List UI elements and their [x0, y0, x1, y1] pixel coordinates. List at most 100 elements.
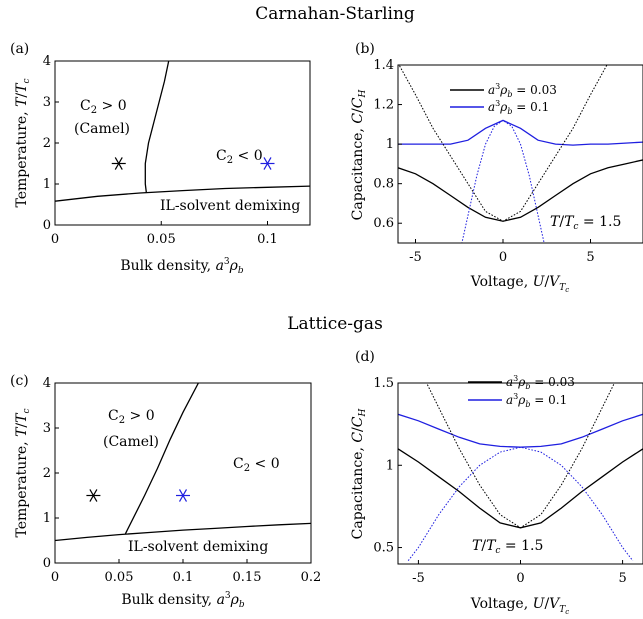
y-axis-label-a: Temperature, T/Tc [14, 78, 32, 207]
x-tick-label-c-3: 0.15 [233, 570, 262, 585]
section-title-carnahan-starling: Carnahan-Starling [255, 4, 415, 24]
panel-label-d: (d) [355, 349, 375, 365]
x-axis-label-b: Voltage, U/VTc [470, 274, 570, 294]
marker-layer-c [86, 489, 190, 502]
series-line-b-2 [398, 65, 608, 222]
x-tick-label-a-2: 0.1 [257, 232, 278, 247]
y-tick-label-c-2: 2 [43, 466, 51, 481]
plot-area-d: T/Tc = 1.5 a3ρb = 0.03 a3ρb = 0.1 [398, 374, 643, 562]
marker-layer-a [111, 157, 275, 170]
series-layer-a [55, 61, 310, 202]
y-axis-label-b: Capacitance, C/CH [350, 90, 368, 221]
series-line-c-0 [55, 522, 311, 542]
annotations-c: C2 > 0 (Camel) C2 < 0 IL-solvent demixin… [103, 408, 280, 555]
y-ticks-c: 0 1 2 3 4 [43, 376, 59, 571]
x-tick-label-c-4: 0.2 [301, 570, 322, 585]
legend-label-b-0: a3ρb = 0.03 [488, 82, 557, 99]
y-tick-label-b-3: 1.2 [373, 98, 394, 113]
legend-b: a3ρb = 0.03 a3ρb = 0.1 [450, 82, 557, 116]
y-tick-label-c-1: 1 [43, 511, 51, 526]
x-axis-label-c: Bulk density, a3ρb [121, 591, 245, 610]
y-ticks-b: 0.6 0.8 1 1.2 1.4 [373, 58, 402, 231]
panel-c: (c) C2 > 0 (Camel) C2 < 0 IL-solvent dem… [10, 373, 321, 610]
x-tick-label-d-0: -5 [412, 571, 425, 586]
y-tick-label-a-3: 3 [43, 95, 51, 110]
x-tick-label-d-2: 5 [618, 571, 626, 586]
panel-label-a: (a) [10, 41, 29, 57]
series-line-c-1 [124, 383, 199, 535]
series-line-d-1 [398, 413, 643, 448]
legend-d: a3ρb = 0.03 a3ρb = 0.1 [468, 374, 575, 409]
annotation-temperature-b: T/Tc = 1.5 [550, 214, 621, 232]
series-line-a-0 [55, 185, 310, 202]
y-ticks-d: 0.5 1 1.5 [373, 376, 402, 556]
y-tick-label-a-4: 4 [43, 54, 51, 69]
annotation-c2-positive-c: C2 > 0 [108, 408, 155, 426]
plot-area-b: T/Tc = 1.5 a3ρb = 0.03 a3ρb = 0.1 [398, 65, 643, 243]
y-tick-label-a-1: 1 [43, 177, 51, 192]
series-line-b-1 [398, 119, 643, 146]
y-tick-label-d-2: 1.5 [373, 376, 394, 391]
annotation-demixing-a: IL-solvent demixing [160, 198, 300, 214]
panel-label-c: (c) [10, 373, 29, 389]
x-tick-label-c-2: 0.1 [173, 570, 194, 585]
axes-frame-c [54, 382, 312, 564]
annotation-c2-negative-c: C2 < 0 [233, 456, 280, 474]
x-tick-label-b-0: -5 [409, 250, 422, 265]
x-tick-label-b-1: 0 [499, 250, 507, 265]
y-ticks-a: 0 1 2 3 4 [43, 54, 59, 233]
series-line-d-2 [426, 383, 615, 529]
panel-label-b: (b) [355, 41, 375, 57]
annotation-camel-c: (Camel) [103, 434, 159, 450]
series-layer-b [398, 65, 643, 243]
asterisk-marker-c-0 [86, 489, 101, 502]
x-tick-label-c-0: 0 [51, 570, 59, 585]
series-line-d-3 [407, 446, 634, 562]
legend-label-d-0: a3ρb = 0.03 [506, 374, 575, 391]
y-axis-label-c: Temperature, T/Tc [14, 408, 32, 537]
panel-b: (b) T/Tc = 1.5 a3ρb = 0.03 a3ρb = 0.1 -5… [350, 41, 643, 294]
y-tick-label-b-1: 0.8 [373, 177, 394, 192]
asterisk-marker-a-0 [111, 157, 126, 170]
annotation-c2-negative-a: C2 < 0 [216, 148, 263, 166]
series-layer-c [55, 383, 311, 542]
annotation-camel-a: (Camel) [74, 121, 130, 137]
x-axis-label-d: Voltage, U/VTc [470, 596, 570, 616]
y-tick-label-c-3: 3 [43, 421, 51, 436]
series-line-b-3 [461, 119, 545, 243]
x-axis-label-a: Bulk density, a3ρb [120, 257, 244, 276]
y-tick-label-d-1: 1 [386, 458, 394, 473]
x-tick-label-a-0: 0 [51, 232, 59, 247]
y-tick-label-b-2: 1 [386, 137, 394, 152]
x-ticks-a: 0 0.05 0.1 [51, 221, 278, 247]
x-ticks-c: 0 0.05 0.1 0.15 0.2 [51, 559, 321, 585]
axes-frame-b [397, 64, 643, 244]
y-tick-label-b-0: 0.6 [373, 216, 394, 231]
x-ticks-d: -5 0 5 [412, 560, 627, 586]
asterisk-marker-c-1 [176, 489, 190, 502]
x-tick-label-c-1: 0.05 [105, 570, 134, 585]
annotation-demixing-c: IL-solvent demixing [128, 539, 268, 555]
x-tick-label-a-1: 0.05 [147, 232, 176, 247]
series-line-a-1 [144, 61, 170, 194]
series-line-b-0 [398, 159, 643, 222]
panel-d: (d) T/Tc = 1.5 a3ρb = 0.03 a3ρb = 0.1 -5… [350, 349, 643, 616]
annotation-temperature-d: T/Tc = 1.5 [472, 538, 543, 556]
y-tick-label-b-4: 1.4 [373, 58, 394, 73]
x-tick-label-b-2: 5 [586, 250, 594, 265]
section-title-lattice-gas: Lattice-gas [287, 314, 383, 334]
x-ticks-b: -5 0 5 [409, 239, 595, 265]
y-tick-label-a-0: 0 [43, 218, 51, 233]
x-tick-label-d-1: 0 [516, 571, 524, 586]
series-layer-d [398, 383, 643, 562]
series-line-d-0 [398, 448, 643, 529]
y-tick-label-a-2: 2 [43, 136, 51, 151]
plot-area-a: C2 > 0 (Camel) C2 < 0 IL-solvent demixin… [55, 61, 310, 214]
legend-label-b-1: a3ρb = 0.1 [488, 99, 549, 116]
plot-area-c: C2 > 0 (Camel) C2 < 0 IL-solvent demixin… [55, 383, 311, 555]
annotation-c2-positive-a: C2 > 0 [80, 98, 127, 116]
y-axis-label-d: Capacitance, C/CH [350, 409, 368, 540]
legend-label-d-1: a3ρb = 0.1 [506, 392, 567, 409]
asterisk-marker-a-1 [260, 157, 275, 170]
